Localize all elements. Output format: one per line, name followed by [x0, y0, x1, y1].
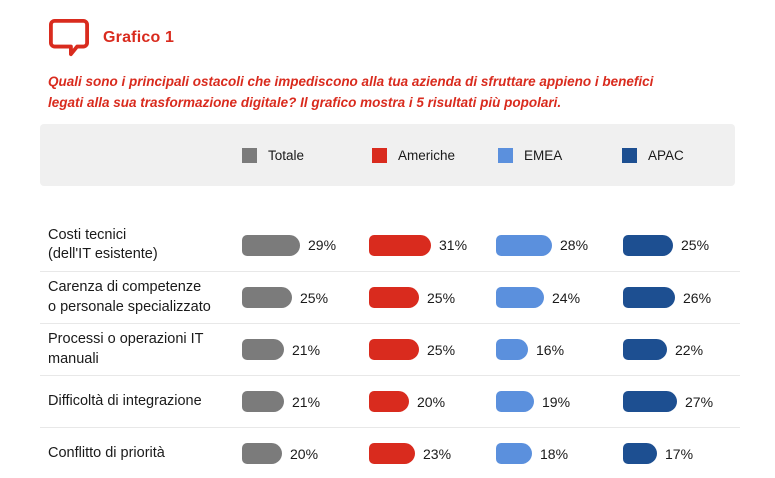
legend-item: Totale: [242, 124, 304, 186]
bar: [369, 287, 419, 308]
chart-legend: Totale Americhe EMEA APAC: [40, 124, 735, 186]
legend-swatch-icon: [622, 147, 637, 163]
legend-label: Totale: [268, 147, 305, 163]
legend-swatch-icon: [372, 147, 387, 163]
bar-cell: 31%: [369, 234, 496, 256]
bar: [242, 443, 282, 464]
row-category-label: Difficoltà di integrazione: [48, 392, 202, 409]
legend-swatch-icon: [242, 147, 257, 163]
bar-value-label: 31%: [439, 237, 468, 253]
bar: [623, 339, 667, 360]
bar-value-label: 25%: [300, 289, 329, 306]
bar-value-label: 19%: [542, 393, 571, 410]
chart-row: Conflitto di priorità 20% 23% 18% 17%: [40, 427, 740, 478]
bar: [496, 443, 532, 464]
bar-value-label: 18%: [540, 445, 569, 462]
chart-row: Difficoltà di integrazione 21% 20% 19% 2…: [40, 375, 740, 427]
bar-value-label: 25%: [427, 341, 456, 358]
chart-title: Grafico 1: [103, 29, 175, 46]
chart-row: Carenza di competenze o personale specia…: [40, 271, 740, 323]
bar-cell: 28%: [496, 234, 623, 256]
chart-row: Processi o operazioni IT manuali 21% 25%…: [40, 323, 740, 375]
bar-cell: 21%: [242, 391, 369, 412]
legend-item: APAC: [622, 124, 684, 186]
bar: [496, 391, 534, 412]
bar: [242, 287, 292, 308]
bar: [369, 339, 419, 360]
bar-value-label: 27%: [685, 393, 714, 410]
bar-value-label: 17%: [665, 445, 694, 462]
legend-item: Americhe: [372, 124, 455, 186]
bar: [369, 391, 409, 412]
bar: [623, 234, 673, 256]
bar-cell: 25%: [242, 287, 369, 308]
chart-row: Costi tecnici (dell'IT esistente) 29% 31…: [40, 219, 740, 271]
bar-value-label: 21%: [292, 393, 321, 410]
bar-cell: 26%: [623, 287, 750, 308]
bar: [369, 234, 431, 256]
bar-value-label: 20%: [290, 445, 319, 462]
legend-item: EMEA: [498, 124, 562, 186]
bar-cell: 20%: [369, 391, 496, 412]
legend-label: EMEA: [524, 147, 563, 163]
bar-cell: 23%: [369, 443, 496, 464]
bar-value-label: 29%: [308, 237, 337, 253]
bar-value-label: 23%: [423, 445, 452, 462]
bar-cell: 20%: [242, 443, 369, 464]
bar-cell: 27%: [623, 391, 750, 412]
bar-value-label: 22%: [675, 341, 704, 358]
legend-label: APAC: [648, 147, 684, 163]
bar-cell: 19%: [496, 391, 623, 412]
bar: [496, 287, 544, 308]
bar-cell: 17%: [623, 443, 750, 464]
bar-value-label: 25%: [681, 237, 710, 253]
bar: [496, 339, 528, 360]
bar-cell: 21%: [242, 339, 369, 360]
legend-label: Americhe: [398, 147, 456, 163]
chart-header: Grafico 1: [48, 18, 174, 58]
bar-cell: 29%: [242, 234, 369, 256]
row-category-label: Carenza di competenze o personale specia…: [48, 279, 211, 315]
bar-value-label: 24%: [552, 289, 581, 306]
bar-value-label: 25%: [427, 289, 456, 306]
bar: [242, 391, 284, 412]
bar: [369, 443, 415, 464]
bar-value-label: 20%: [417, 393, 446, 410]
bar-cell: 18%: [496, 443, 623, 464]
speech-bubble-icon: [48, 18, 90, 58]
bar-value-label: 21%: [292, 341, 321, 358]
legend-swatch-icon: [498, 147, 513, 163]
bar-cell: 25%: [623, 234, 750, 256]
bar-cell: 16%: [496, 339, 623, 360]
bar-value-label: 28%: [560, 237, 589, 253]
row-category-label: Processi o operazioni IT manuali: [48, 331, 204, 367]
row-category-label: Costi tecnici (dell'IT esistente): [48, 226, 158, 262]
bar: [623, 287, 675, 308]
chart-question: Quali sono i principali ostacoli che imp…: [48, 74, 654, 110]
bar-cell: 25%: [369, 339, 496, 360]
bar-cell: 22%: [623, 339, 750, 360]
row-category-label: Conflitto di priorità: [48, 444, 165, 461]
bar-cell: 24%: [496, 287, 623, 308]
bar: [496, 234, 552, 256]
bar-cell: 25%: [369, 287, 496, 308]
bar: [242, 234, 300, 256]
bar: [623, 443, 657, 464]
chart-rows: Costi tecnici (dell'IT esistente) 29% 31…: [40, 219, 740, 478]
bar-value-label: 16%: [536, 341, 565, 358]
bar: [623, 391, 677, 412]
bar-value-label: 26%: [683, 289, 712, 306]
bar: [242, 339, 284, 360]
